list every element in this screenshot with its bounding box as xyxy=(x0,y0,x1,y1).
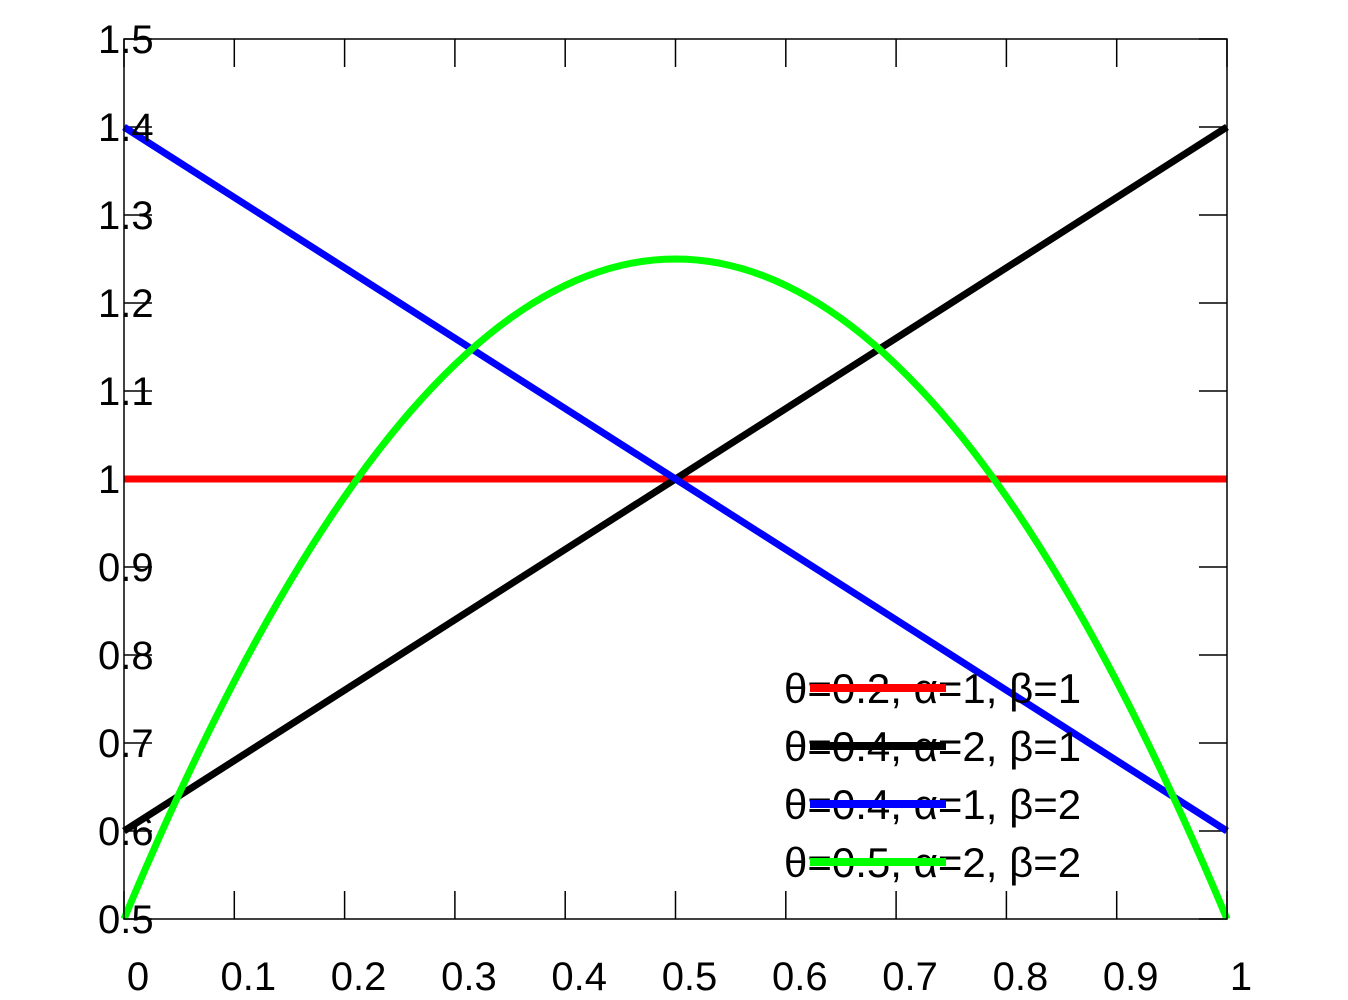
y-tick-label: 0.7 xyxy=(98,722,154,766)
x-tick-label: 0.4 xyxy=(551,955,607,999)
series-line xyxy=(122,124,1229,834)
x-tick-label: 0.5 xyxy=(662,955,718,999)
x-tick-label: 0.2 xyxy=(331,955,387,999)
y-tick-label: 1.1 xyxy=(98,370,154,414)
y-tick-label: 1.4 xyxy=(98,106,154,150)
x-tick-label: 0 xyxy=(127,955,149,999)
legend: θ=0.2, α=1, β=1θ=0.4, α=2, β=1θ=0.4, α=1… xyxy=(784,665,1081,886)
x-tick-label: 0.8 xyxy=(993,955,1049,999)
series-line xyxy=(120,255,1231,921)
x-tick-label: 0.9 xyxy=(1103,955,1159,999)
x-tick-label: 1 xyxy=(1230,955,1252,999)
y-tick-label: 0.5 xyxy=(98,898,154,942)
y-tick-label: 0.6 xyxy=(98,810,154,854)
y-tick-label: 0.8 xyxy=(98,634,154,678)
x-tick-label: 0.3 xyxy=(441,955,497,999)
plot-frame xyxy=(123,38,1228,920)
y-tick-label: 1.5 xyxy=(98,18,154,62)
y-tick-label: 1.3 xyxy=(98,194,154,238)
y-tick-label: 1 xyxy=(98,458,120,502)
x-tick-label: 0.6 xyxy=(772,955,828,999)
x-tick-label: 0.7 xyxy=(882,955,938,999)
x-tick-label: 0.1 xyxy=(220,955,276,999)
y-tick-label: 0.9 xyxy=(98,546,154,590)
y-tick-label: 1.2 xyxy=(98,282,154,326)
